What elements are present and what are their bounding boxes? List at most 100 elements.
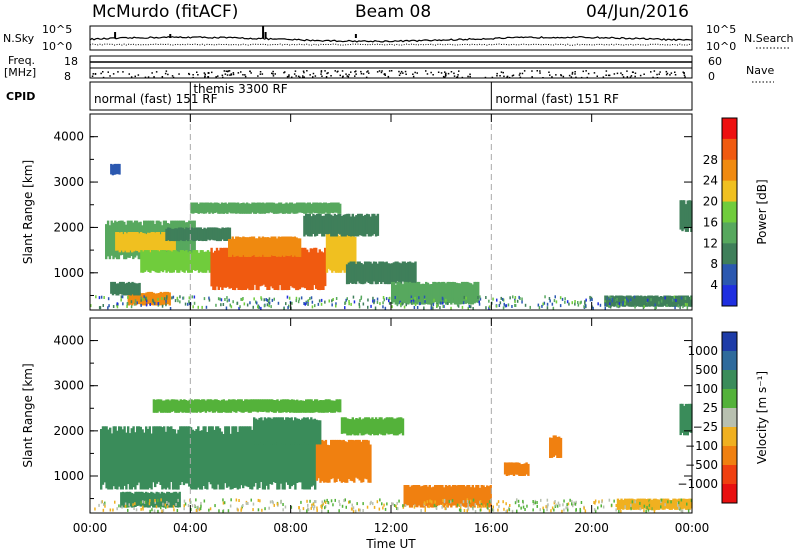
- speckle-cell: [552, 306, 555, 310]
- data-cell: [244, 399, 247, 412]
- data-cell: [204, 400, 208, 413]
- colorbar-frame: [721, 331, 738, 504]
- speckle-cell: [442, 305, 444, 308]
- data-cell: [294, 431, 297, 490]
- speckle-cell: [374, 306, 377, 310]
- data-cell: [131, 293, 134, 306]
- data-cell: [197, 227, 201, 241]
- nave-dot: [334, 70, 336, 72]
- speckle-cell: [116, 305, 119, 309]
- data-cell: [196, 250, 199, 271]
- nave-dot: [250, 72, 252, 74]
- data-cell: [342, 214, 345, 237]
- data-cell: [641, 296, 645, 307]
- nave-dot: [259, 71, 262, 73]
- speckle-cell: [298, 297, 301, 301]
- data-cell: [278, 427, 281, 490]
- data-cell: [247, 203, 251, 214]
- speckle-cell: [435, 507, 438, 510]
- data-cell: [292, 420, 295, 445]
- data-cell: [192, 202, 195, 214]
- data-cell: [166, 491, 169, 506]
- speckle-cell: [463, 509, 466, 512]
- speckle-cell: [544, 295, 546, 299]
- nave-dot: [204, 73, 206, 76]
- data-cell: [279, 399, 283, 413]
- data-cell: [265, 418, 268, 445]
- data-cell: [228, 227, 232, 242]
- data-cell: [278, 400, 281, 413]
- nave-dot: [100, 72, 102, 75]
- data-cell: [616, 295, 620, 307]
- data-cell: [177, 227, 181, 242]
- data-cell: [408, 261, 412, 283]
- data-cell: [665, 295, 668, 307]
- data-cell: [224, 247, 228, 288]
- data-cell: [105, 426, 108, 489]
- data-cell: [354, 439, 358, 478]
- speckle-cell: [545, 505, 547, 509]
- speckle-cell: [271, 298, 274, 302]
- speckle-cell: [670, 500, 672, 504]
- data-cell: [426, 486, 430, 508]
- data-cell: [324, 213, 328, 235]
- speckle-cell: [430, 500, 433, 504]
- data-cell: [398, 417, 401, 435]
- speckle-cell: [546, 498, 549, 502]
- speckle-cell: [566, 506, 569, 510]
- speckle-cell: [529, 305, 531, 309]
- speckle-cell: [402, 505, 405, 509]
- data-cell: [263, 432, 266, 490]
- speckle-cell: [616, 297, 618, 301]
- speckle-cell: [432, 303, 435, 306]
- data-cell: [197, 426, 200, 488]
- speckle-cell: [467, 306, 469, 310]
- speckle-cell: [100, 295, 103, 299]
- data-cell: [457, 485, 460, 506]
- speckle-cell: [394, 296, 396, 299]
- data-cell: [229, 202, 233, 214]
- data-cell: [305, 427, 308, 490]
- speckle-cell: [584, 300, 586, 304]
- speckle-cell: [594, 499, 597, 503]
- speckle-cell: [654, 303, 656, 307]
- speckle-cell: [680, 498, 683, 502]
- data-cell: [224, 202, 227, 214]
- data-cell: [432, 281, 435, 304]
- speckle-cell: [680, 296, 683, 300]
- data-cell: [220, 399, 224, 413]
- speckle-cell: [153, 509, 156, 513]
- nave-dot: [442, 75, 445, 78]
- data-cell: [340, 440, 344, 483]
- data-cell: [115, 163, 118, 175]
- data-cell: [226, 400, 229, 413]
- speckle-cell: [392, 502, 394, 506]
- data-cell: [484, 487, 487, 508]
- nave-dot: [240, 71, 242, 73]
- data-cell: [230, 247, 233, 289]
- colorbar-tick-label: 8: [710, 257, 718, 271]
- speckle-cell: [574, 302, 576, 306]
- data-cell: [129, 491, 132, 507]
- speckle-cell: [396, 303, 398, 307]
- data-cell: [267, 237, 270, 257]
- speckle-cell: [572, 504, 574, 508]
- speckle-cell: [193, 301, 196, 305]
- nave-dot: [570, 76, 573, 78]
- speckle-cell: [690, 296, 692, 300]
- data-cell: [362, 215, 365, 237]
- data-cell: [133, 282, 136, 296]
- data-cell: [271, 202, 274, 213]
- speckle-cell: [122, 302, 124, 306]
- speckle-cell: [589, 298, 592, 302]
- data-cell: [295, 237, 298, 257]
- data-cell: [305, 399, 308, 413]
- data-cell: [357, 213, 360, 237]
- speckle-cell: [382, 506, 384, 510]
- speckle-cell: [625, 297, 628, 301]
- speckle-cell: [546, 508, 548, 512]
- data-cell: [129, 232, 132, 251]
- data-cell: [143, 233, 146, 253]
- data-cell: [322, 400, 326, 413]
- data-cell: [455, 282, 458, 305]
